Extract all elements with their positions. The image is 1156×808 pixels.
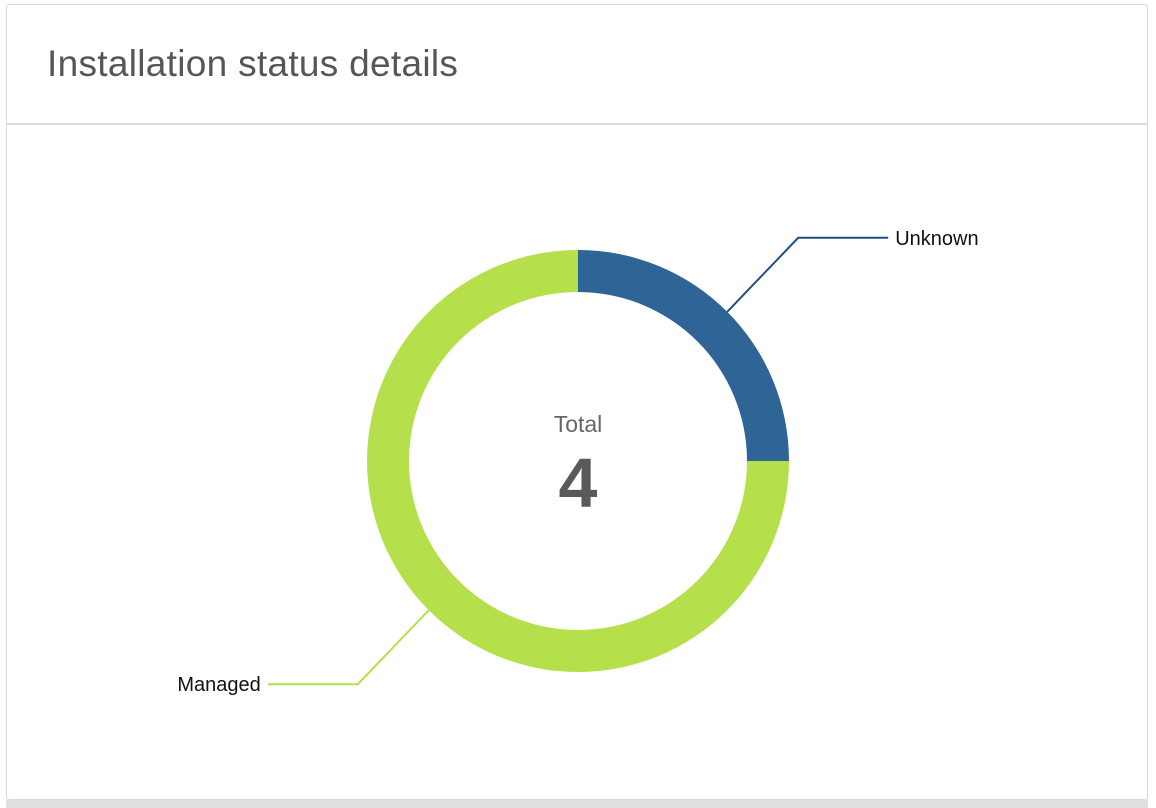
leader-line bbox=[267, 609, 430, 686]
slice-label: Unknown bbox=[895, 228, 978, 250]
card-shadow bbox=[6, 800, 1148, 808]
card-title: Installation status details bbox=[47, 43, 459, 84]
slice-label: Managed bbox=[177, 674, 260, 696]
card-header: Installation status details bbox=[7, 5, 1147, 125]
donut-slice bbox=[578, 250, 789, 461]
center-total: 4 bbox=[559, 444, 598, 522]
leader-line bbox=[726, 236, 889, 313]
center-label: Total bbox=[554, 411, 603, 437]
